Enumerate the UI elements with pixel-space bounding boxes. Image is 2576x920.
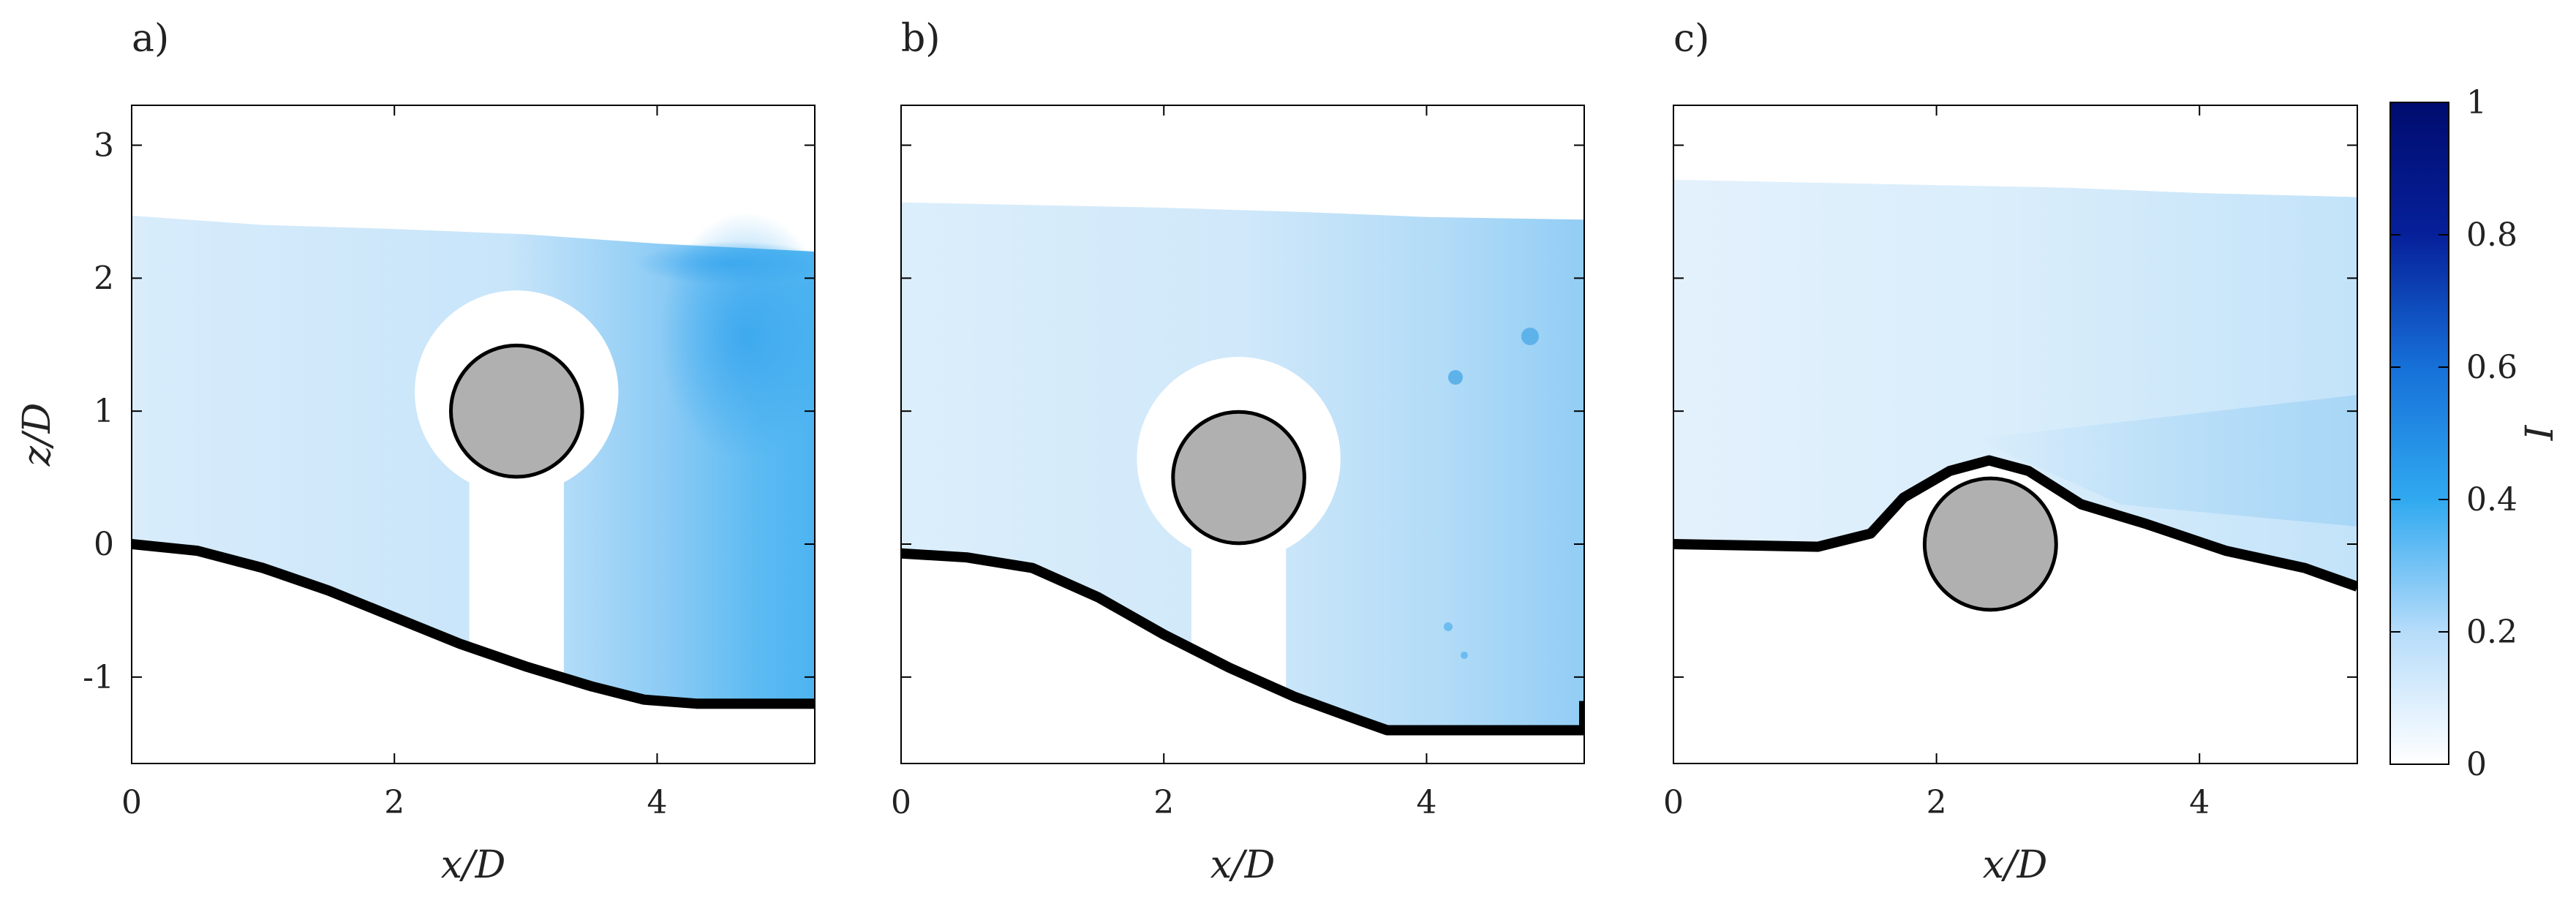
x-tick-label: 4 (647, 784, 667, 821)
ticks-b: 0 2 4 (891, 105, 1584, 821)
panel-b: b) 0 2 4 x/D (891, 17, 1585, 887)
xlabel-b: x/D (1210, 843, 1276, 887)
intensity-hotspot-a-top (636, 241, 815, 285)
panel-label-a: a) (132, 17, 169, 61)
colorbar-tick-label: 0 (2466, 746, 2487, 783)
bed-profile-a (132, 539, 815, 709)
wake-region-c (1975, 395, 2357, 527)
colorbar-tick-label: 0.2 (2466, 614, 2517, 651)
axes-frame-b (900, 105, 1585, 764)
panel-c: c) 0 2 4 x/D (1663, 17, 2358, 887)
bubble-b-2 (1521, 328, 1539, 345)
colorbar-label: I (2518, 424, 2562, 441)
y-tick-label: 2 (94, 260, 114, 297)
colorbar-tick-label: 0.4 (2466, 481, 2517, 519)
cylinder-b (1171, 410, 1306, 546)
colorbar-tick-label: 1 (2466, 84, 2487, 121)
y-tick-label: -1 (83, 659, 114, 696)
x-tick-label: 2 (1153, 784, 1174, 821)
bubble-b-1 (1448, 370, 1463, 385)
y-tick-label: 0 (94, 526, 114, 563)
x-tick-label: 0 (891, 784, 911, 821)
bubble-b-3 (1444, 622, 1453, 631)
x-tick-label: 2 (384, 784, 404, 821)
cylinder-c (1922, 476, 2058, 612)
xlabel-c: x/D (1983, 843, 2048, 887)
x-tick-label: 4 (2189, 784, 2210, 821)
y-tick-label: 3 (94, 127, 114, 165)
ticks-c: 0 2 4 (1663, 105, 2357, 821)
bed-profile-c (1673, 455, 2357, 592)
cylinder-a (448, 343, 584, 479)
panel-a: a) 0 2 4 -1 0 1 2 3 x/D z/D (15, 17, 816, 887)
panel-label-b: b) (901, 17, 941, 61)
ylabel-a: z/D (15, 403, 59, 467)
xlabel-a: x/D (441, 843, 506, 887)
x-tick-label: 0 (1663, 784, 1684, 821)
colorbar: 0 0.2 0.4 0.6 0.8 1 I (2389, 84, 2562, 783)
panel-label-c: c) (1673, 17, 1709, 61)
axes-frame-c (1673, 105, 2358, 764)
bubble-b-4 (1461, 652, 1468, 659)
axes-frame-a (131, 105, 816, 764)
y-tick-label: 1 (94, 393, 114, 430)
x-tick-label: 0 (121, 784, 142, 821)
colorbar-tick-label: 0.8 (2466, 216, 2517, 254)
colorbar-ticks: 0 0.2 0.4 0.6 0.8 1 (2390, 84, 2517, 783)
ticks-a: 0 2 4 -1 0 1 2 3 (83, 105, 815, 821)
x-tick-label: 2 (1927, 784, 1947, 821)
x-tick-label: 4 (1416, 784, 1436, 821)
colorbar-gradient (2389, 102, 2449, 765)
bed-profile-b (901, 548, 1584, 736)
colorbar-tick-label: 0.6 (2466, 349, 2517, 386)
